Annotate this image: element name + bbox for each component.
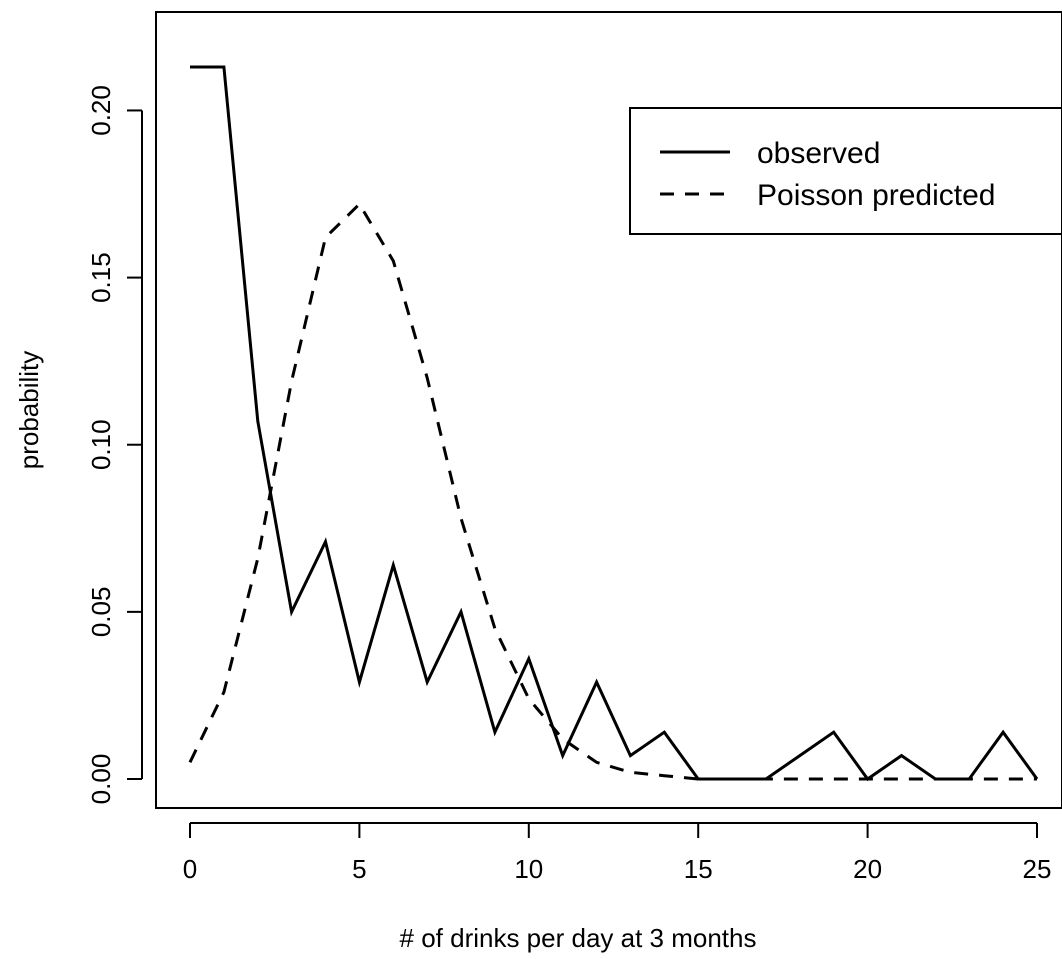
- x-tick-label: 15: [684, 854, 713, 884]
- series-layer: [188, 65, 1039, 782]
- y-axis-title: probability: [14, 351, 44, 470]
- x-axis-title: # of drinks per day at 3 months: [400, 923, 757, 953]
- legend-label-poisson: Poisson predicted: [757, 179, 995, 212]
- x-tick-label: 20: [853, 854, 882, 884]
- y-tick-label: 0.10: [86, 419, 116, 470]
- series-line-observed: [190, 65, 1039, 782]
- x-tick-label: 25: [1023, 854, 1052, 884]
- legend-box: [629, 107, 1062, 235]
- y-axis: 0.00 0.05 0.10 0.15 0.20: [86, 85, 143, 805]
- y-tick-label: 0.20: [86, 85, 116, 136]
- y-tick-label: 0.15: [86, 252, 116, 303]
- legend-label-observed: observed: [757, 137, 880, 170]
- plot-frame: [155, 11, 1062, 809]
- x-tick-label: 0: [183, 854, 197, 884]
- series-line-poisson-predicted: [188, 201, 1037, 781]
- y-tick-label: 0.05: [86, 587, 116, 638]
- legend: observed Poisson predicted: [629, 107, 1062, 235]
- x-tick-label: 10: [514, 854, 543, 884]
- y-tick-label: 0.00: [86, 754, 116, 805]
- x-axis: 0 5 10 15 20 25: [183, 822, 1052, 884]
- x-tick-label: 5: [352, 854, 366, 884]
